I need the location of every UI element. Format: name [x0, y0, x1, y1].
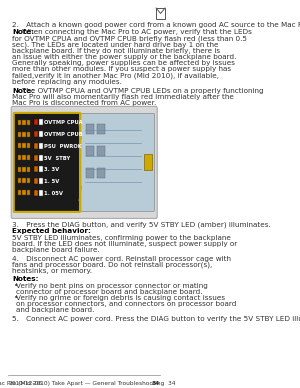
Text: •: •: [14, 282, 18, 289]
Bar: [18, 155, 21, 160]
Bar: [27, 190, 30, 195]
Bar: [18, 167, 21, 172]
Text: sec). The LEDs are located under hard drive bay 1 on the: sec). The LEDs are located under hard dr…: [12, 42, 219, 48]
Text: 2. Attach a known good power cord from a known good AC source to the Mac Pro.: 2. Attach a known good power cord from a…: [12, 22, 300, 28]
Text: OVTMP CPUB: OVTMP CPUB: [44, 132, 83, 137]
FancyBboxPatch shape: [14, 113, 80, 211]
Bar: [22, 190, 26, 195]
Bar: [22, 178, 26, 184]
Text: PSU  PWROK: PSU PWROK: [44, 144, 82, 149]
Text: Generally speaking, power supplies can be affected by issues: Generally speaking, power supplies can b…: [12, 60, 236, 66]
Bar: [27, 120, 30, 125]
Bar: [34, 131, 38, 137]
Text: 3. Press the DIAG button, and verify 5V STBY LED (amber) illuminates.: 3. Press the DIAG button, and verify 5V …: [12, 222, 271, 228]
Bar: [27, 132, 30, 137]
Bar: [86, 168, 94, 178]
Text: Mac Pro is disconnected from AC power.: Mac Pro is disconnected from AC power.: [12, 100, 157, 106]
Text: 5V  STBY: 5V STBY: [44, 156, 70, 161]
Bar: [97, 125, 105, 134]
FancyBboxPatch shape: [11, 106, 157, 218]
Bar: [86, 146, 94, 156]
Bar: [18, 190, 21, 195]
Text: heatsinks, or memory.: heatsinks, or memory.: [12, 268, 92, 274]
Bar: [39, 120, 43, 125]
Text: backplane board failure.: backplane board failure.: [12, 247, 100, 253]
Text: 5V STBY LED illuminates, confirming power to the backplane: 5V STBY LED illuminates, confirming powe…: [12, 235, 231, 241]
Bar: [27, 143, 30, 148]
Text: 5. Connect AC power cord. Press the DIAG button to verify the 5V STBY LED illumi: 5. Connect AC power cord. Press the DIAG…: [12, 315, 300, 322]
Text: Verify no bent pins on processor connector or mating: Verify no bent pins on processor connect…: [16, 282, 208, 289]
Text: 3. 3V: 3. 3V: [44, 167, 60, 172]
Text: Note:: Note:: [12, 29, 34, 35]
Bar: [144, 154, 152, 170]
Text: 2010-12-06: 2010-12-06: [8, 381, 42, 386]
Text: before replacing any modules.: before replacing any modules.: [12, 79, 122, 85]
Text: connector of processor board and backplane board.: connector of processor board and backpla…: [16, 289, 203, 295]
Text: 4. Disconnect AC power cord. Reinstall processor cage with: 4. Disconnect AC power cord. Reinstall p…: [12, 256, 231, 262]
Bar: [18, 120, 21, 125]
Bar: [18, 178, 21, 184]
Text: 34: 34: [152, 381, 160, 386]
Bar: [39, 166, 43, 172]
Bar: [34, 120, 38, 125]
Bar: [22, 132, 26, 137]
Text: for OVTMP CPUA and OVTMP CPUB briefly flash red (less than 0.5: for OVTMP CPUA and OVTMP CPUB briefly fl…: [12, 35, 248, 42]
Text: Expected behavior:: Expected behavior:: [12, 229, 91, 234]
Text: backplane board. If they do not illuminate briefly, there is: backplane board. If they do not illumina…: [12, 48, 220, 54]
Text: The OVTMP CPUA and OVTMP CPUB LEDs on a properly functioning: The OVTMP CPUA and OVTMP CPUB LEDs on a …: [22, 88, 263, 94]
Bar: [18, 132, 21, 137]
Bar: [39, 190, 43, 196]
Text: board. If the LED does not illuminate, suspect power supply or: board. If the LED does not illuminate, s…: [12, 241, 238, 247]
Bar: [27, 155, 30, 160]
Bar: [34, 190, 38, 196]
Bar: [34, 166, 38, 172]
Text: OVTMP CPUA: OVTMP CPUA: [44, 120, 83, 125]
Bar: [22, 143, 26, 148]
Text: Mac Pro (Mid 2010) Take Apart — General Troubleshooting  34: Mac Pro (Mid 2010) Take Apart — General …: [0, 381, 176, 386]
Bar: [18, 143, 21, 148]
Bar: [22, 167, 26, 172]
Text: an issue with either the power supply or the backplane board.: an issue with either the power supply or…: [12, 54, 237, 60]
Bar: [39, 143, 43, 149]
Text: Notes:: Notes:: [12, 276, 39, 282]
Text: 1. 5V: 1. 5V: [44, 179, 60, 184]
Bar: [86, 125, 94, 134]
Bar: [27, 178, 30, 184]
Text: Mac Pro will also momentarily flash red immediately after the: Mac Pro will also momentarily flash red …: [12, 94, 234, 100]
Bar: [34, 143, 38, 149]
Text: more than other modules. If you suspect a power supply has: more than other modules. If you suspect …: [12, 66, 232, 72]
Bar: [27, 167, 30, 172]
Bar: [97, 146, 105, 156]
Bar: [39, 154, 43, 161]
Text: When connecting the Mac Pro to AC power, verify that the LEDs: When connecting the Mac Pro to AC power,…: [22, 29, 252, 35]
Text: •: •: [14, 295, 18, 301]
FancyBboxPatch shape: [81, 113, 154, 211]
Bar: [34, 154, 38, 161]
Bar: [34, 178, 38, 184]
Bar: [22, 155, 26, 160]
Text: on processor connectors, and connectors on processor board: on processor connectors, and connectors …: [16, 301, 237, 307]
Bar: [39, 131, 43, 137]
Bar: [156, 8, 165, 19]
Text: Note:: Note:: [12, 88, 34, 94]
Bar: [22, 120, 26, 125]
Text: Verify no grime or foreign debris is causing contact issues: Verify no grime or foreign debris is cau…: [16, 295, 225, 301]
Text: fans and processor board. Do not reinstall processor(s),: fans and processor board. Do not reinsta…: [12, 262, 213, 268]
Bar: [39, 178, 43, 184]
Text: failed,verify it in another Mac Pro (Mid 2010), if available,: failed,verify it in another Mac Pro (Mid…: [12, 73, 219, 79]
Bar: [97, 168, 105, 178]
Text: and backplane board.: and backplane board.: [16, 307, 95, 314]
Text: 1. 05V: 1. 05V: [44, 191, 63, 196]
